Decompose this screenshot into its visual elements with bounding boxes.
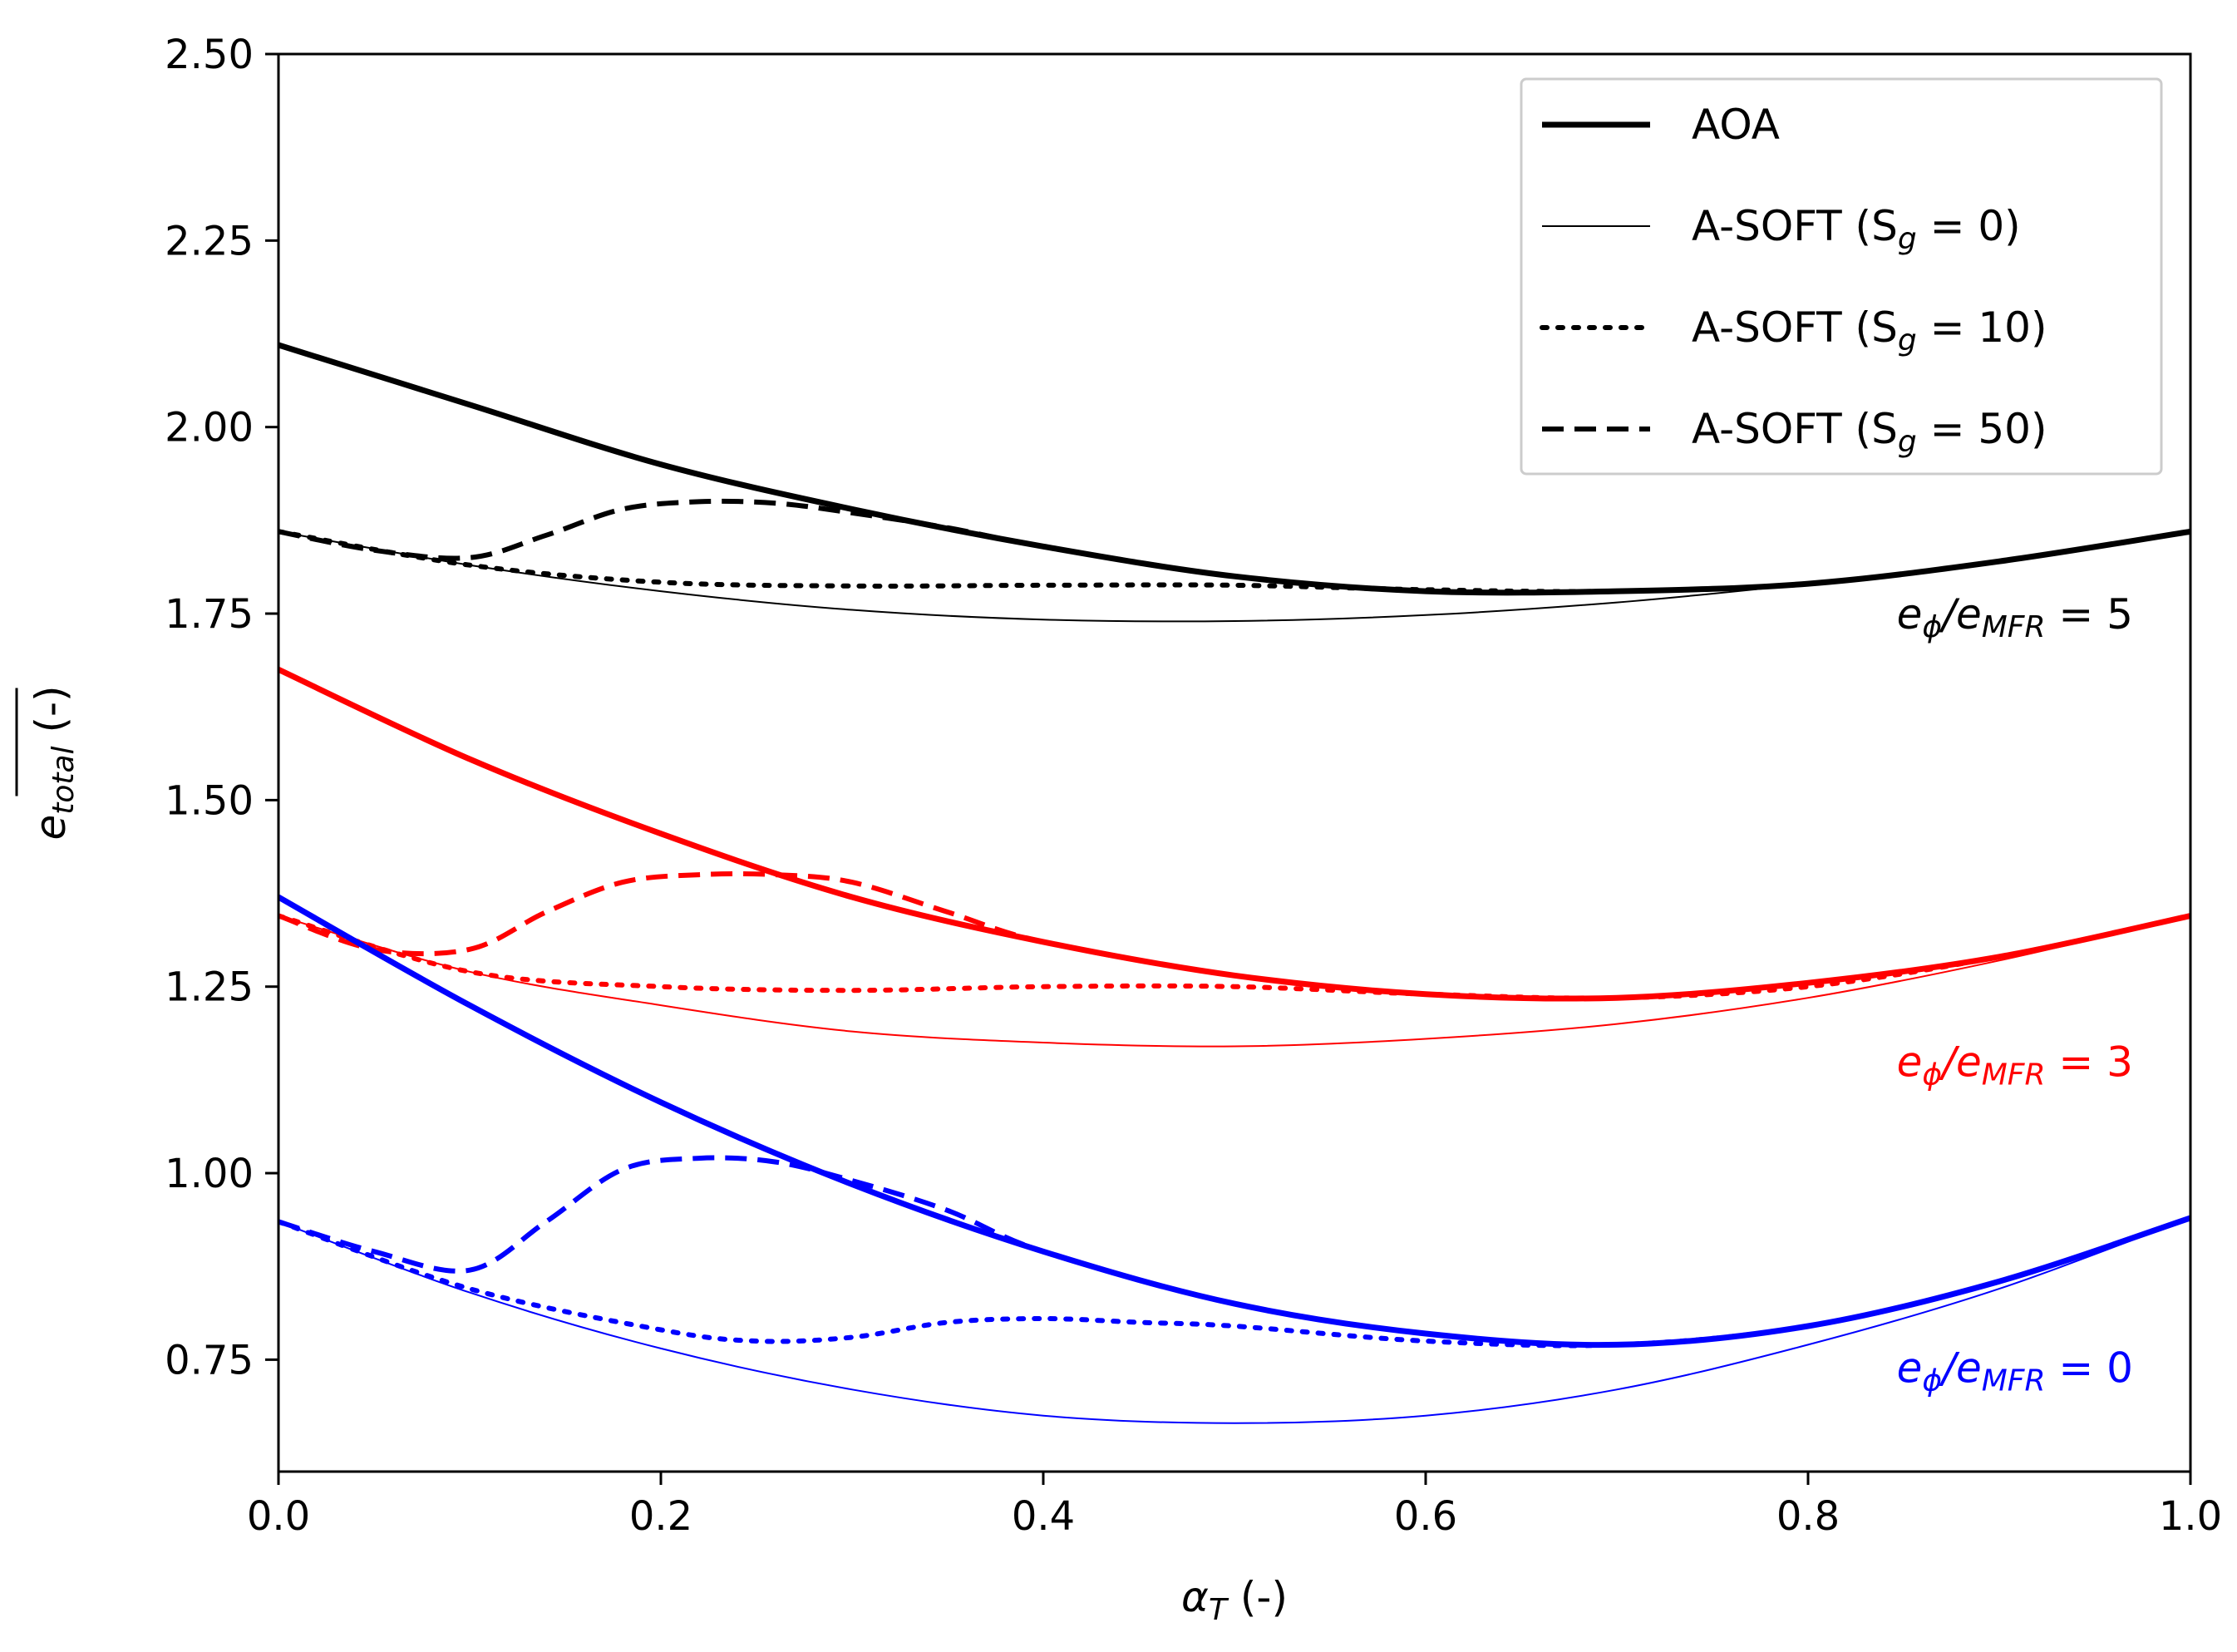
legend-label-AOA: AOA: [1692, 101, 1780, 149]
series-line-2-AOA: [278, 894, 2190, 1349]
x-tick-label: 0.6: [1394, 1493, 1457, 1540]
plot-lines: [278, 342, 2190, 1424]
x-tick-label: 0.8: [1776, 1493, 1840, 1540]
x-axis-ticks: 0.0 0.2 0.4 0.6 0.8 1.0: [247, 1472, 2222, 1540]
legend-label-sg10: A-SOFT (Sg = 10): [1692, 303, 2047, 358]
annotations: eϕ/eMFR = 5 eϕ/eMFR = 3 eϕ/eMFR = 0: [1897, 590, 2133, 1398]
legend: AOA A-SOFT (Sg = 0) A-SOFT (Sg = 10) A-SOFT…: [1520, 77, 2163, 476]
series-line-1-AOA: [278, 667, 2190, 1002]
series-line-2-sg0: [278, 1216, 2190, 1424]
legend-label-sg50: A-SOFT (Sg = 50): [1692, 405, 2047, 459]
y-axis-label: etotal (-): [15, 685, 81, 841]
annotation-1: eϕ/eMFR = 3: [1897, 1038, 2133, 1092]
y-tick-label: 1.50: [165, 777, 254, 824]
y-axis-ticks: 0.75 1.00 1.25 1.50 1.75 2.00 2.25 2.50: [165, 32, 278, 1383]
x-axis-label: αT (-): [1181, 1573, 1288, 1627]
y-tick-label: 2.50: [165, 32, 254, 78]
x-tick-label: 0.2: [629, 1493, 692, 1540]
y-tick-label: 2.00: [165, 405, 254, 451]
series-line-0-AOA: [278, 342, 2190, 596]
x-tick-label: 0.0: [247, 1493, 310, 1540]
series-line-1-sg10: [278, 913, 2190, 1001]
x-tick-label: 1.0: [2159, 1493, 2222, 1540]
legend-box: [1520, 77, 2163, 476]
y-tick-label: 1.00: [165, 1151, 254, 1197]
plot-frame: [277, 52, 2192, 1473]
y-tick-label: 1.75: [165, 591, 254, 638]
x-tick-label: 0.4: [1012, 1493, 1075, 1540]
y-tick-label: 2.25: [165, 218, 254, 264]
svg-text:etotal (-): etotal (-): [27, 685, 81, 840]
y-tick-label: 0.75: [165, 1337, 254, 1383]
series-line-1-sg0: [278, 915, 2190, 1048]
annotation-0: eϕ/eMFR = 5: [1897, 590, 2133, 644]
y-tick-label: 1.25: [165, 964, 254, 1011]
legend-label-sg0: A-SOFT (Sg = 0): [1692, 202, 2021, 256]
annotation-2: eϕ/eMFR = 0: [1897, 1344, 2133, 1398]
